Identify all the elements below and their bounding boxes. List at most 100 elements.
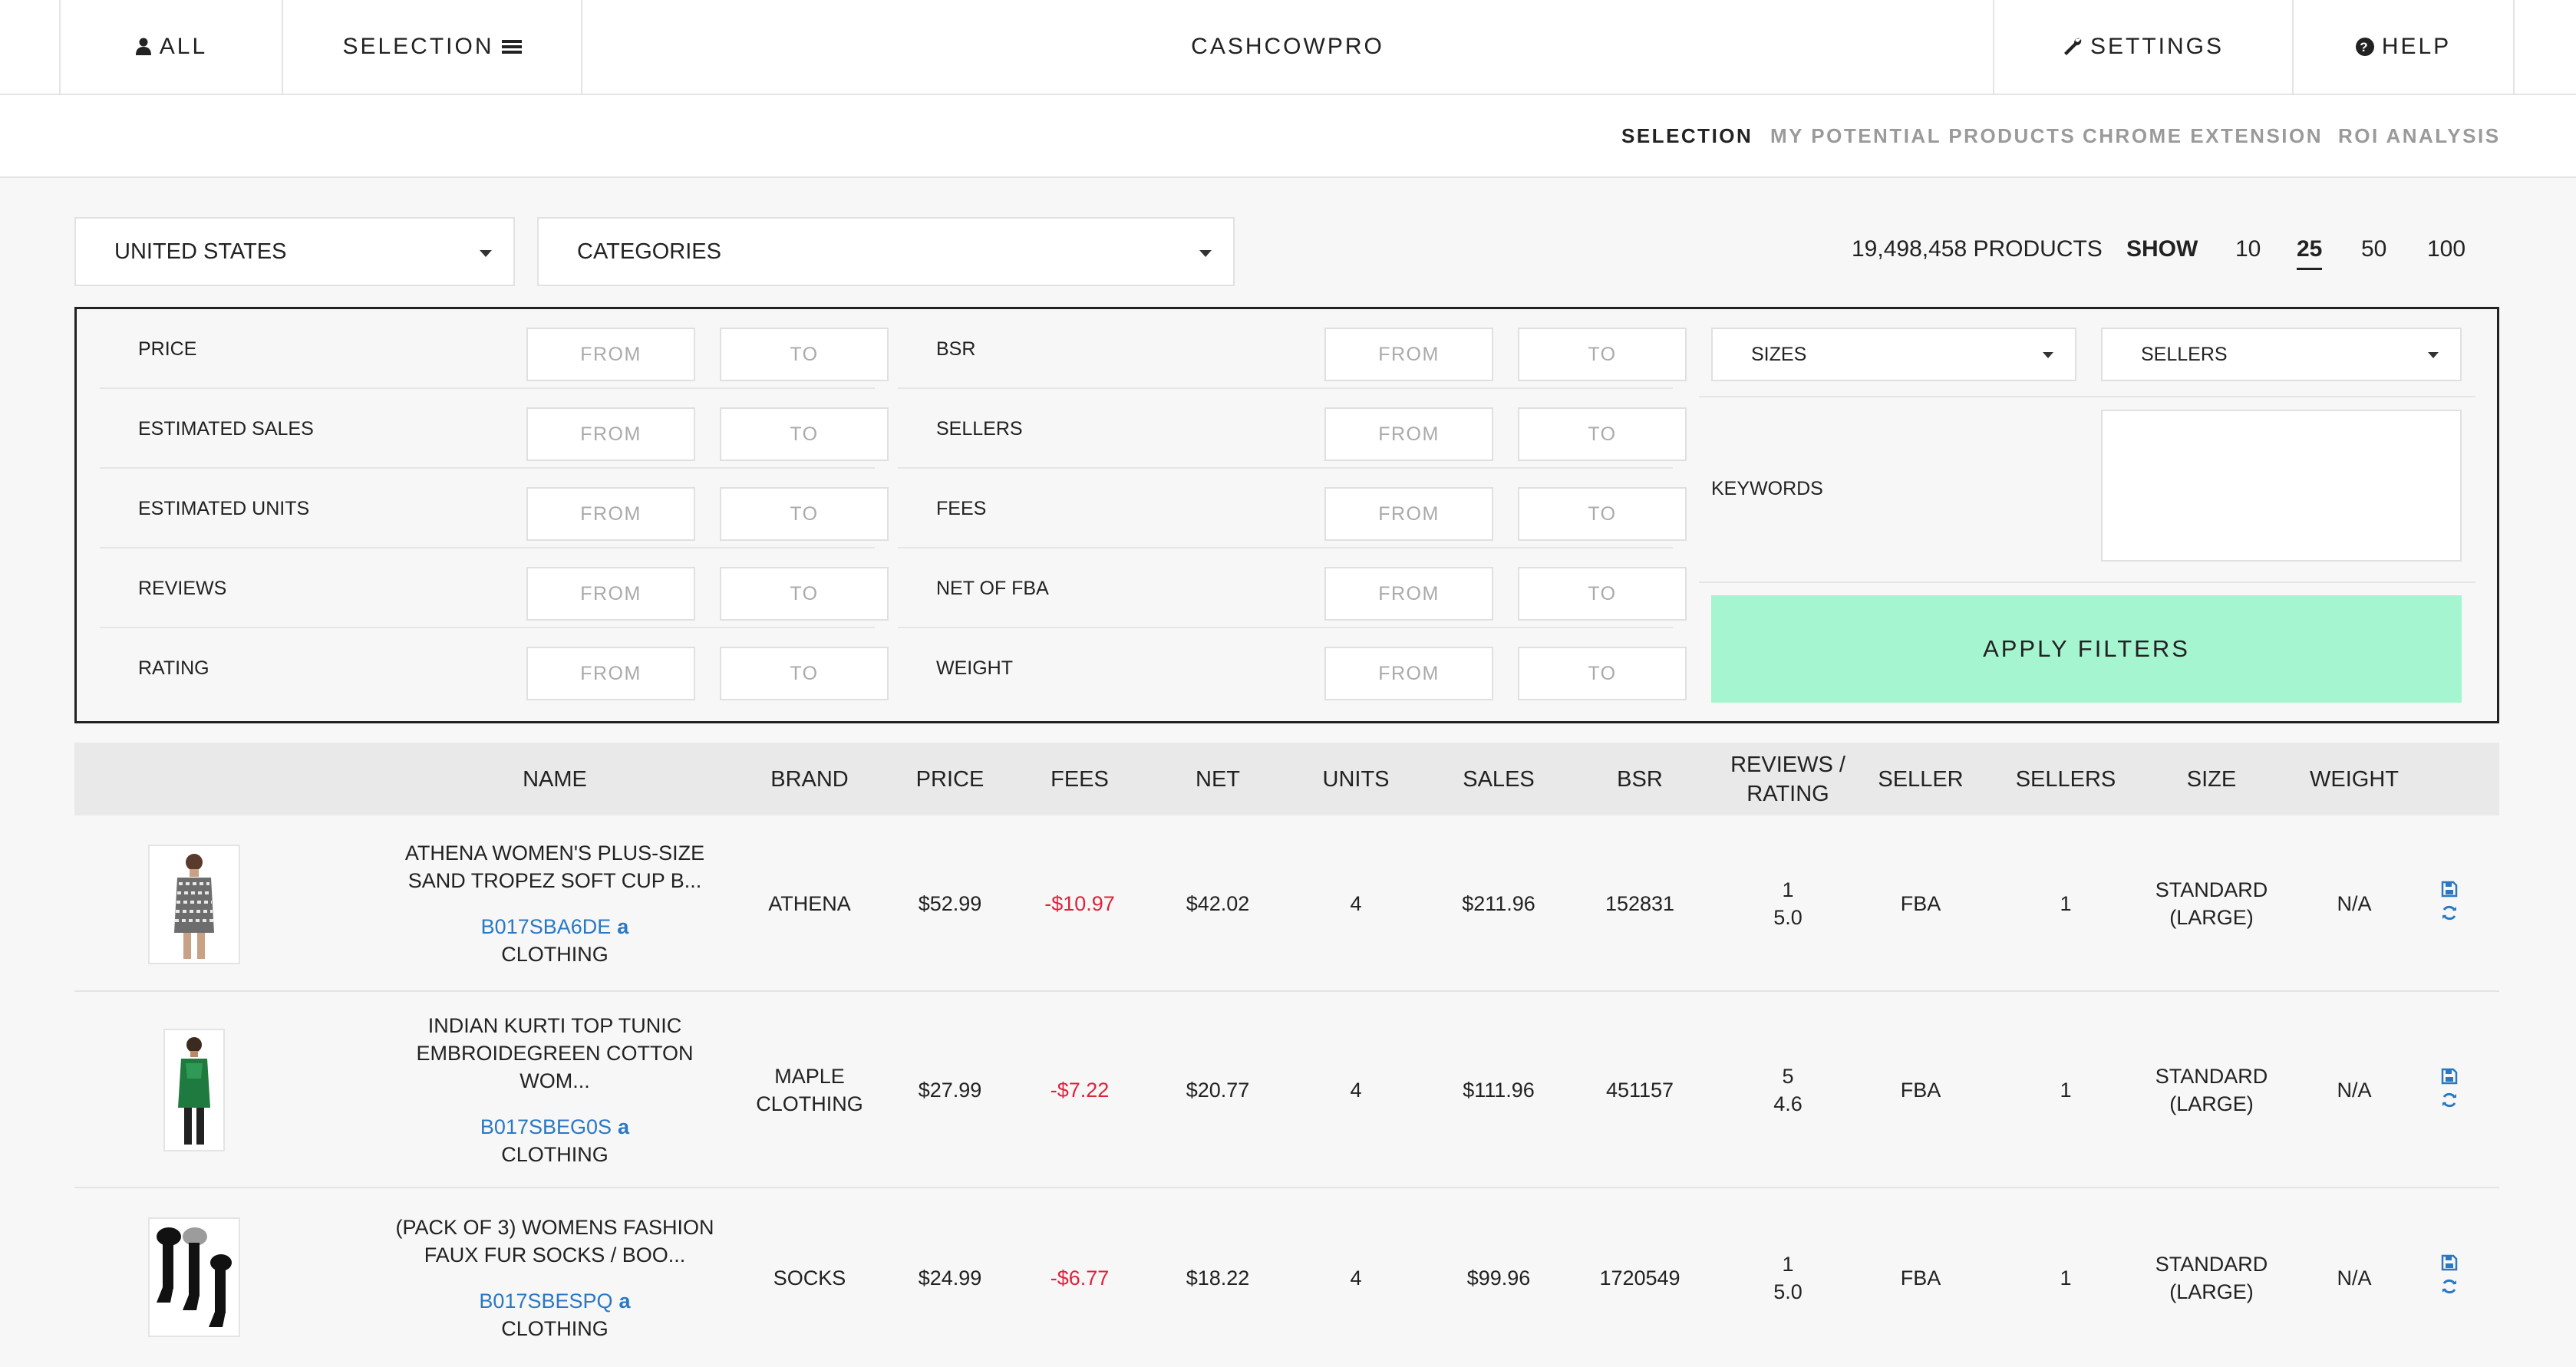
keywords-input[interactable] bbox=[2101, 410, 2462, 562]
size-line: (LARGE) bbox=[2169, 1092, 2254, 1115]
categories-dropdown[interactable]: CATEGORIES bbox=[537, 217, 1235, 286]
header-weight[interactable]: WEIGHT bbox=[2310, 766, 2399, 792]
refresh-icon[interactable] bbox=[2440, 1277, 2459, 1296]
asin-link[interactable]: B017SBEG0S a bbox=[480, 1113, 629, 1141]
reviews-from-input[interactable]: FROM bbox=[526, 567, 695, 621]
bsr-from-input[interactable]: FROM bbox=[1324, 328, 1493, 381]
reviews-to-input[interactable]: TO bbox=[720, 567, 889, 621]
header-fees[interactable]: FEES bbox=[1051, 766, 1109, 792]
products-count: 19,498,458 PRODUCTS bbox=[1852, 236, 2103, 262]
asin-link[interactable]: B017SBESPQ a bbox=[479, 1287, 630, 1315]
sizes-dropdown[interactable]: SIZES bbox=[1711, 328, 2076, 381]
brand-line: MAPLE bbox=[774, 1065, 845, 1088]
sellers-dropdown[interactable]: SELLERS bbox=[2101, 328, 2462, 381]
amazon-icon: a bbox=[618, 1115, 630, 1138]
product-title[interactable]: EMBROIDEGREEN COTTON bbox=[416, 1042, 694, 1065]
header-seller[interactable]: SELLER bbox=[1878, 766, 1964, 792]
header-sales[interactable]: SALES bbox=[1463, 766, 1535, 792]
estimated-sales-to-input[interactable]: TO bbox=[720, 407, 889, 461]
price-cell: $27.99 bbox=[918, 1079, 982, 1102]
table-header: NAME BRAND PRICE FEES NET UNITS SALES BS… bbox=[74, 743, 2499, 815]
price-cell: $24.99 bbox=[918, 1266, 982, 1290]
filter-label: SELLERS bbox=[936, 417, 1023, 440]
header-net[interactable]: NET bbox=[1196, 766, 1240, 792]
black-fur-socks-image bbox=[157, 1227, 232, 1327]
estimated-sales-from-input[interactable]: FROM bbox=[526, 407, 695, 461]
header-reviews-rating[interactable]: REVIEWS / RATING bbox=[1694, 743, 1882, 815]
header-units[interactable]: UNITS bbox=[1322, 766, 1390, 792]
amazon-icon: a bbox=[617, 915, 629, 938]
header-sellers[interactable]: SELLERS bbox=[2015, 766, 2116, 792]
sellers-from-input[interactable]: FROM bbox=[1324, 407, 1493, 461]
net-of-fba-to-input[interactable]: TO bbox=[1518, 567, 1687, 621]
fees-from-input[interactable]: FROM bbox=[1324, 487, 1493, 541]
header-brand[interactable]: BRAND bbox=[770, 766, 849, 792]
estimated-units-from-input[interactable]: FROM bbox=[526, 487, 695, 541]
country-dropdown[interactable]: UNITED STATES bbox=[74, 217, 515, 286]
product-category: CLOTHING bbox=[501, 943, 609, 966]
refresh-icon[interactable] bbox=[2440, 1091, 2459, 1109]
nav-all[interactable]: ALL bbox=[59, 0, 282, 94]
price-to-input[interactable]: TO bbox=[720, 328, 889, 381]
product-title[interactable]: FAUX FUR SOCKS / BOO... bbox=[424, 1243, 686, 1267]
show-label: SHOW bbox=[2126, 236, 2198, 262]
sellers-to-input[interactable]: TO bbox=[1518, 407, 1687, 461]
amazon-icon: a bbox=[618, 1289, 631, 1313]
product-name-cell: ATHENA WOMEN'S PLUS-SIZE SAND TROPEZ SOF… bbox=[312, 815, 797, 992]
product-category: CLOTHING bbox=[501, 1143, 609, 1166]
header-price[interactable]: PRICE bbox=[915, 766, 985, 792]
rating-to-input[interactable]: TO bbox=[720, 647, 889, 700]
filter-panel: PRICE FROM TO ESTIMATED SALES FROM TO ES… bbox=[74, 307, 2499, 723]
page-size-50[interactable]: 50 bbox=[2361, 236, 2387, 262]
product-image[interactable] bbox=[163, 1029, 225, 1151]
save-icon[interactable] bbox=[2441, 1068, 2458, 1085]
estimated-units-to-input[interactable]: TO bbox=[720, 487, 889, 541]
header-bsr[interactable]: BSR bbox=[1617, 766, 1663, 792]
apply-filters-button[interactable]: APPLY FILTERS bbox=[1711, 595, 2462, 703]
nav-settings[interactable]: SETTINGS bbox=[1993, 0, 2292, 94]
weight-to-input[interactable]: TO bbox=[1518, 647, 1687, 700]
subnav-selection[interactable]: SELECTION bbox=[1621, 124, 1753, 147]
save-icon[interactable] bbox=[2441, 881, 2458, 898]
product-title[interactable]: (PACK OF 3) WOMENS FASHION bbox=[395, 1215, 714, 1239]
reviews-count: 1 bbox=[1782, 1252, 1794, 1276]
filter-label: ESTIMATED SALES bbox=[138, 417, 314, 440]
page-size-10[interactable]: 10 bbox=[2235, 236, 2261, 262]
bsr-to-input[interactable]: TO bbox=[1518, 328, 1687, 381]
net-cell: $18.22 bbox=[1186, 1266, 1250, 1290]
nav-selection[interactable]: SELECTION bbox=[282, 0, 581, 94]
refresh-icon[interactable] bbox=[2440, 904, 2459, 922]
subnav-roi-analysis[interactable]: ROI ANALYSIS bbox=[2338, 124, 2501, 147]
rating-from-input[interactable]: FROM bbox=[526, 647, 695, 700]
product-title[interactable]: SAND TROPEZ SOFT CUP B... bbox=[407, 869, 702, 892]
product-image[interactable] bbox=[148, 845, 240, 964]
units-cell: 4 bbox=[1350, 1266, 1362, 1290]
asin-link[interactable]: B017SBA6DE a bbox=[481, 913, 629, 940]
nav-help[interactable]: ? HELP bbox=[2292, 0, 2515, 94]
page-size-100[interactable]: 100 bbox=[2427, 236, 2466, 262]
menu-icon bbox=[501, 40, 522, 54]
filter-label: PRICE bbox=[138, 338, 197, 360]
product-title[interactable]: ATHENA WOMEN'S PLUS-SIZE bbox=[404, 842, 705, 865]
caret-down-icon bbox=[480, 250, 492, 257]
net-of-fba-from-input[interactable]: FROM bbox=[1324, 567, 1493, 621]
fees-to-input[interactable]: TO bbox=[1518, 487, 1687, 541]
save-icon[interactable] bbox=[2441, 1254, 2458, 1271]
product-image[interactable] bbox=[148, 1217, 240, 1337]
units-cell: 4 bbox=[1350, 1079, 1362, 1102]
patterned-dress-image bbox=[174, 854, 214, 959]
header-size[interactable]: SIZE bbox=[2186, 766, 2237, 792]
row-actions bbox=[2440, 1068, 2459, 1109]
page-size-25[interactable]: 25 bbox=[2297, 226, 2323, 272]
sellers-cell: 1 bbox=[2060, 1079, 2072, 1102]
net-cell: $42.02 bbox=[1186, 892, 1250, 915]
nav-selection-label: SELECTION bbox=[342, 34, 494, 59]
product-title[interactable]: WOM... bbox=[519, 1069, 590, 1092]
subnav-chrome-extension[interactable]: CHROME EXTENSION bbox=[2083, 124, 2324, 147]
product-title[interactable]: INDIAN KURTI TOP TUNIC bbox=[427, 1014, 682, 1037]
subnav-my-potential-products[interactable]: MY POTENTIAL PRODUCTS bbox=[1770, 124, 2076, 147]
user-icon bbox=[135, 38, 151, 55]
price-from-input[interactable]: FROM bbox=[526, 328, 695, 381]
header-name[interactable]: NAME bbox=[523, 766, 587, 792]
weight-from-input[interactable]: FROM bbox=[1324, 647, 1493, 700]
